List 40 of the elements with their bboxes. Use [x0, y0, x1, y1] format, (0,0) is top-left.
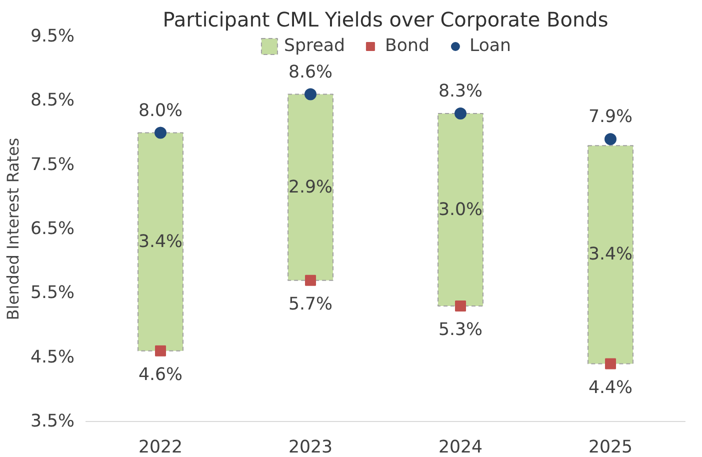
- point: [155, 345, 166, 356]
- data-label: 4.6%: [138, 364, 183, 385]
- y-tick-label: 6.5%: [30, 219, 75, 239]
- y-tick-label: 4.5%: [30, 347, 75, 368]
- point: [455, 300, 466, 312]
- point: [154, 126, 166, 139]
- data-label: 3.4%: [588, 244, 633, 265]
- legend-label: Bond: [384, 36, 430, 56]
- bar: [438, 113, 484, 306]
- data-label: 5.7%: [288, 294, 333, 314]
- data-label: 5.3%: [438, 320, 483, 340]
- data-label: 8.0%: [138, 100, 183, 121]
- x-tick-label: 2025: [588, 438, 633, 457]
- data-label: 8.3%: [438, 82, 483, 102]
- legend-label: Spread: [284, 36, 345, 56]
- legend-label: Loan: [469, 36, 512, 56]
- bar: [288, 94, 334, 281]
- y-tick-label: 9.5%: [30, 26, 75, 46]
- x-tick-label: 2024: [438, 438, 483, 457]
- bar: [588, 145, 634, 364]
- data-label: 3.0%: [438, 200, 483, 220]
- y-tick-label: 7.5%: [30, 154, 75, 175]
- data-label: 8.6%: [288, 62, 333, 82]
- y-tick-label: 8.5%: [30, 90, 75, 111]
- data-label: 4.4%: [588, 378, 633, 398]
- point: [305, 274, 316, 286]
- y-tick-label: 3.5%: [30, 412, 75, 432]
- point: [605, 358, 616, 370]
- point: [304, 88, 316, 100]
- bar: [138, 132, 184, 352]
- x-tick-label: 2023: [288, 438, 333, 457]
- y-tick-label: 5.5%: [30, 283, 75, 304]
- chart-title: Participant CML Yields over Corporate Bonds: [162, 8, 608, 32]
- data-label: 2.9%: [288, 177, 333, 198]
- point: [604, 133, 616, 146]
- y-axis-title: Blended Interest Rates: [3, 138, 22, 320]
- x-tick-label: 2022: [138, 438, 183, 457]
- point: [454, 108, 466, 120]
- data-label: 3.4%: [138, 232, 183, 252]
- data-label: 7.9%: [588, 107, 633, 128]
